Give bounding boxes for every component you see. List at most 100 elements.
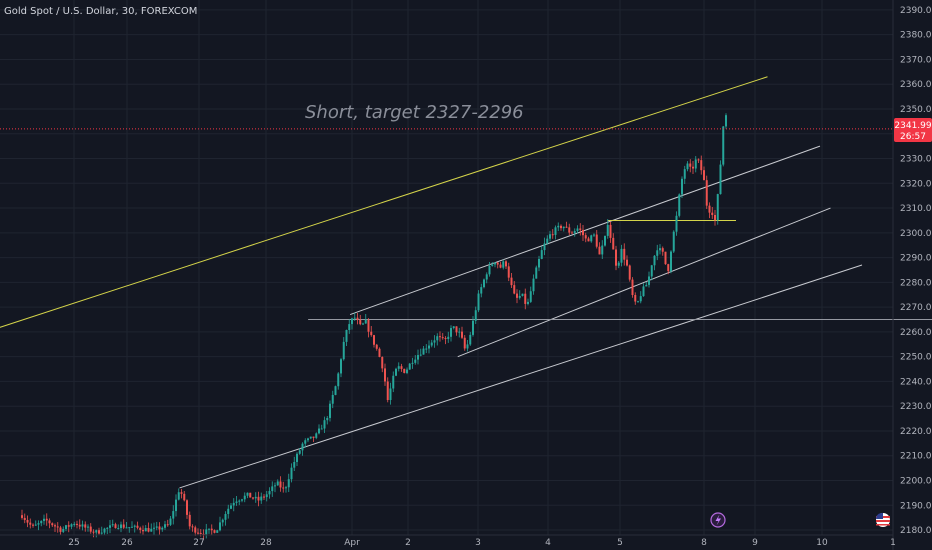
candle-body	[59, 527, 62, 532]
candle-body	[235, 501, 238, 503]
price-tick-label: 2310.00	[900, 204, 932, 214]
candle-body	[48, 520, 51, 524]
price-tick-label: 2390.00	[900, 6, 932, 16]
candle-body	[285, 487, 287, 489]
candle-body	[546, 238, 549, 244]
candle-body	[318, 428, 320, 434]
candle-body	[441, 337, 444, 339]
candle-body	[312, 436, 315, 438]
candle-body	[631, 279, 634, 295]
candle-body	[21, 515, 23, 518]
price-tick-label: 2180.00	[900, 526, 932, 536]
candle-body	[282, 487, 285, 489]
candle-body	[199, 532, 202, 534]
candle-body	[384, 368, 386, 382]
time-tick-label: 2	[405, 538, 411, 548]
candle-body	[719, 164, 722, 195]
current-price-label: 2341.99	[894, 121, 931, 131]
candle-body	[705, 180, 708, 206]
candle-body	[122, 524, 125, 528]
candle-body	[78, 524, 81, 527]
candle-body	[686, 163, 689, 170]
candle-body	[117, 528, 120, 530]
candle-body	[230, 505, 232, 509]
price-axis[interactable]: 2180.00 2190.00 2200.00 2210.00 2220.00 2230.…	[900, 6, 932, 536]
candle-body	[37, 523, 40, 525]
candle-body	[279, 481, 282, 488]
resistance-line	[0, 76, 768, 328]
candle-body	[560, 225, 562, 229]
time-tick-label: 5	[617, 538, 623, 548]
candle-body	[144, 527, 147, 532]
candle-body	[183, 493, 186, 501]
candle-body	[593, 234, 595, 236]
candle-body	[131, 526, 133, 528]
candle-body	[700, 160, 703, 171]
candle-body	[177, 492, 180, 500]
candle-body	[109, 525, 111, 528]
candle-body	[298, 450, 301, 454]
candle-body	[469, 334, 472, 345]
candle-body	[111, 524, 114, 526]
candle-body	[659, 248, 661, 251]
candle-body	[45, 518, 48, 521]
candle-body	[62, 528, 65, 532]
channel-middle-line	[457, 207, 831, 358]
candle-body	[496, 262, 499, 265]
candle-body	[722, 126, 725, 165]
time-tick-label: 4	[545, 538, 551, 548]
candle-body	[648, 276, 650, 285]
candle-body	[359, 320, 362, 325]
time-tick-label: 25	[68, 538, 79, 548]
candle-body	[202, 533, 205, 535]
candle-body	[276, 481, 279, 486]
time-tick-label: 10	[816, 538, 828, 548]
candle-body	[576, 228, 579, 231]
candle-body	[219, 522, 221, 531]
candle-body	[92, 531, 95, 533]
candle-body	[395, 368, 397, 376]
candle-body	[114, 524, 117, 529]
candle-body	[158, 526, 161, 530]
candle-body	[293, 461, 296, 468]
candle-body	[439, 336, 441, 338]
candle-body	[375, 344, 378, 349]
candle-body	[510, 277, 513, 286]
candle-body	[43, 518, 45, 521]
candle-body	[562, 226, 565, 229]
candle-body	[480, 287, 483, 294]
candle-body	[98, 530, 100, 534]
candle-body	[598, 246, 601, 255]
candle-body	[628, 265, 631, 280]
candle-body	[565, 226, 568, 228]
events-icon[interactable]	[710, 512, 726, 528]
candle-body	[227, 508, 230, 514]
candle-body	[485, 274, 488, 280]
time-axis[interactable]: 25 26 27 28 Apr 2 3 4 5 8 9 10 1	[68, 538, 896, 548]
candle-body	[142, 530, 144, 532]
candle-body	[180, 492, 183, 494]
candle-body	[414, 359, 417, 363]
candle-body	[672, 231, 675, 252]
candle-body	[309, 436, 312, 439]
price-tick-label: 2360.00	[900, 80, 932, 90]
price-tick-label: 2380.00	[900, 31, 932, 41]
candle-body	[521, 293, 524, 296]
candle-body	[557, 225, 560, 228]
candle-body	[422, 348, 425, 355]
candle-body	[120, 524, 122, 529]
candle-body	[436, 336, 439, 341]
candle-body	[128, 527, 131, 529]
candle-body	[76, 523, 78, 525]
candle-body	[606, 224, 609, 236]
us-flag-icon[interactable]	[876, 512, 890, 527]
candle-body	[73, 523, 76, 525]
candle-body	[268, 491, 271, 495]
candle-body	[307, 438, 309, 441]
candle-body	[595, 234, 598, 247]
candle-body	[169, 518, 172, 525]
candle-body	[507, 266, 510, 278]
candle-body	[711, 212, 714, 215]
